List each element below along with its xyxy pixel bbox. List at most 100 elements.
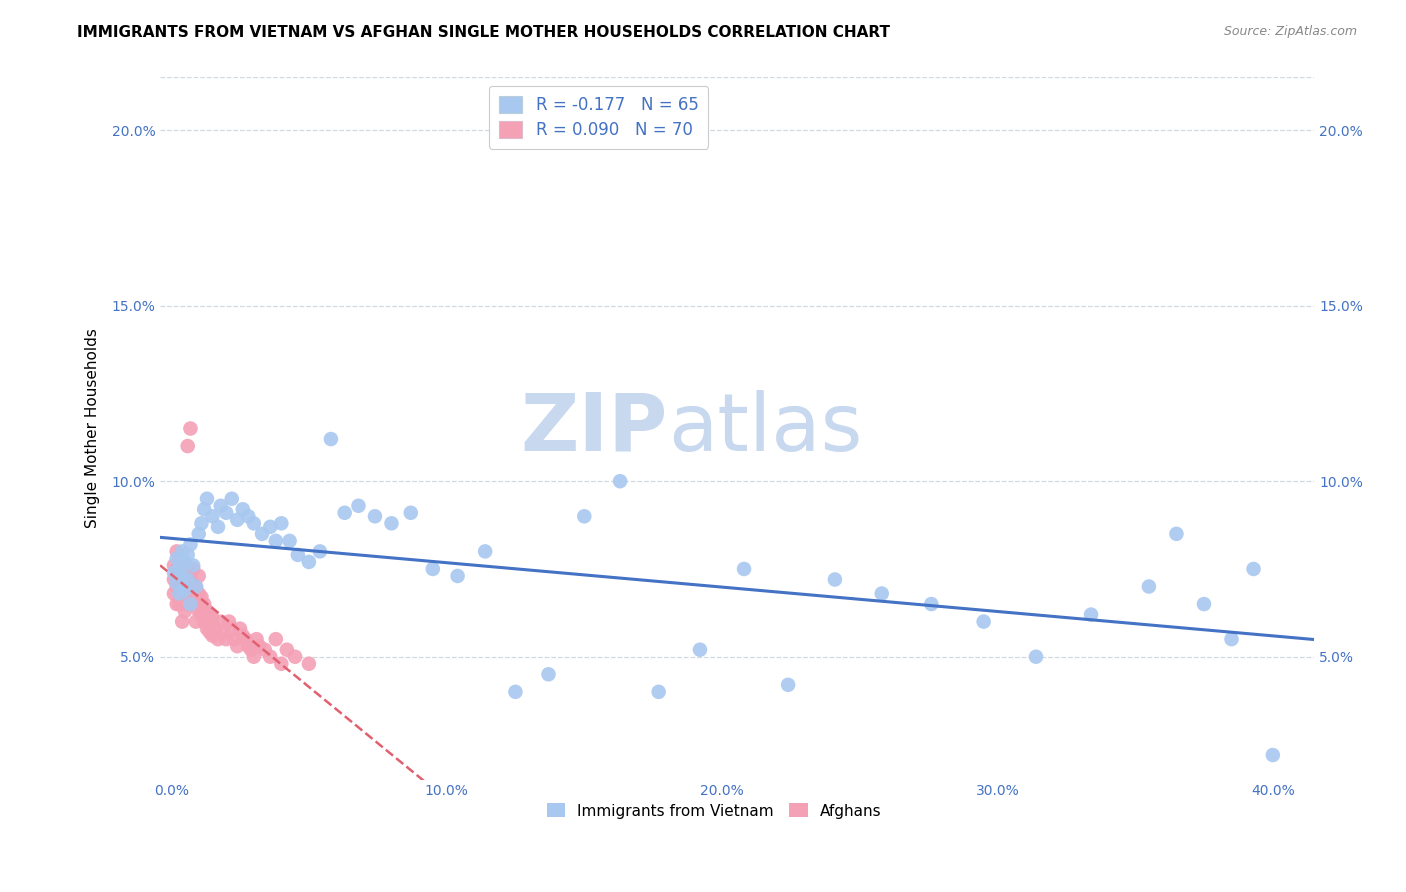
Point [181, 558, 204, 573]
Point [201, 509, 224, 524]
Legend: Immigrants from Vietnam, Afghans: Immigrants from Vietnam, Afghans [541, 797, 887, 824]
Point [193, 597, 215, 611]
Point [229, 622, 252, 636]
Point [172, 615, 194, 629]
Point [609, 474, 631, 488]
Point [446, 569, 468, 583]
Point [733, 562, 755, 576]
Point [163, 586, 186, 600]
Point [181, 597, 204, 611]
Point [689, 642, 711, 657]
Point [574, 509, 596, 524]
Point [264, 632, 287, 647]
Point [319, 432, 342, 446]
Point [179, 597, 201, 611]
Point [364, 509, 387, 524]
Point [190, 590, 212, 604]
Y-axis label: Single Mother Households: Single Mother Households [86, 328, 100, 528]
Point [169, 586, 191, 600]
Point [176, 548, 198, 562]
Point [238, 639, 260, 653]
Point [181, 580, 204, 594]
Point [259, 649, 281, 664]
Point [172, 580, 194, 594]
Point [169, 586, 191, 600]
Point [174, 582, 197, 597]
Point [270, 516, 292, 531]
Point [1080, 607, 1102, 622]
Point [176, 580, 198, 594]
Point [226, 513, 249, 527]
Point [184, 580, 207, 594]
Point [647, 685, 669, 699]
Point [215, 632, 238, 647]
Point [778, 678, 800, 692]
Point [169, 562, 191, 576]
Point [190, 516, 212, 531]
Point [176, 562, 198, 576]
Point [174, 558, 197, 573]
Point [920, 597, 942, 611]
Point [195, 491, 218, 506]
Point [232, 629, 254, 643]
Point [250, 526, 273, 541]
Point [253, 642, 276, 657]
Point [176, 597, 198, 611]
Point [207, 632, 229, 647]
Point [187, 604, 209, 618]
Point [163, 566, 186, 580]
Point [380, 516, 402, 531]
Point [232, 502, 254, 516]
Point [198, 625, 221, 640]
Point [169, 562, 191, 576]
Point [195, 622, 218, 636]
Point [195, 604, 218, 618]
Point [174, 604, 197, 618]
Point [179, 537, 201, 551]
Point [399, 506, 422, 520]
Point [176, 439, 198, 453]
Point [172, 544, 194, 558]
Point [193, 502, 215, 516]
Point [422, 562, 444, 576]
Point [243, 649, 266, 664]
Point [298, 657, 321, 671]
Text: IMMIGRANTS FROM VIETNAM VS AFGHAN SINGLE MOTHER HOUSEHOLDS CORRELATION CHART: IMMIGRANTS FROM VIETNAM VS AFGHAN SINGLE… [77, 25, 890, 40]
Point [209, 499, 232, 513]
Point [1261, 747, 1284, 762]
Point [169, 573, 191, 587]
Point [166, 580, 188, 594]
Point [221, 622, 243, 636]
Point [166, 551, 188, 566]
Point [166, 544, 188, 558]
Point [474, 544, 496, 558]
Text: Source: ZipAtlas.com: Source: ZipAtlas.com [1223, 25, 1357, 38]
Point [215, 506, 238, 520]
Point [179, 586, 201, 600]
Point [187, 526, 209, 541]
Point [207, 520, 229, 534]
Point [247, 639, 270, 653]
Point [298, 555, 321, 569]
Point [278, 533, 301, 548]
Point [176, 573, 198, 587]
Point [166, 597, 188, 611]
Point [190, 607, 212, 622]
Point [184, 580, 207, 594]
Point [1243, 562, 1265, 576]
Point [537, 667, 560, 681]
Point [204, 622, 226, 636]
Point [184, 597, 207, 611]
Point [505, 685, 527, 699]
Point [264, 533, 287, 548]
Point [259, 520, 281, 534]
Point [174, 555, 197, 569]
Point [284, 649, 307, 664]
Text: atlas: atlas [668, 390, 862, 467]
Point [309, 544, 332, 558]
Point [187, 586, 209, 600]
Point [169, 597, 191, 611]
Point [226, 639, 249, 653]
Point [245, 632, 267, 647]
Point [193, 615, 215, 629]
